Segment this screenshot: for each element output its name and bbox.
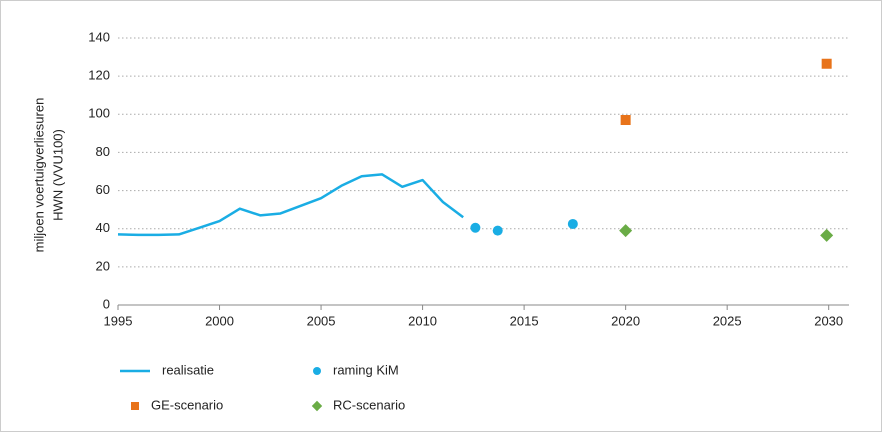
y-tick-label: 60 bbox=[96, 182, 110, 197]
legend-label: GE-scenario bbox=[151, 397, 223, 412]
y-tick-label: 80 bbox=[96, 144, 110, 159]
point bbox=[820, 228, 834, 242]
y-tick-label: 20 bbox=[96, 258, 110, 273]
x-tick-label: 2015 bbox=[510, 313, 539, 328]
legend-marker bbox=[313, 367, 321, 375]
legend-label: RC-scenario bbox=[333, 397, 405, 412]
y-tick-label: 140 bbox=[88, 29, 110, 44]
y-axis-label: HWN (VVU100) bbox=[50, 129, 65, 221]
point bbox=[492, 225, 503, 236]
y-axis-label: miljoen voertuigverliesuren bbox=[31, 98, 46, 253]
x-tick-label: 1995 bbox=[104, 313, 133, 328]
legend-marker bbox=[311, 400, 323, 412]
y-tick-label: 120 bbox=[88, 68, 110, 83]
x-tick-label: 2025 bbox=[713, 313, 742, 328]
x-tick-label: 2020 bbox=[611, 313, 640, 328]
y-tick-label: 100 bbox=[88, 106, 110, 121]
x-tick-label: 2005 bbox=[307, 313, 336, 328]
point bbox=[620, 115, 631, 126]
point bbox=[619, 224, 633, 238]
point bbox=[821, 58, 832, 69]
legend-label: realisatie bbox=[162, 362, 214, 377]
x-tick-label: 2000 bbox=[205, 313, 234, 328]
legend-label: raming KiM bbox=[333, 362, 399, 377]
legend-marker bbox=[131, 402, 139, 410]
y-tick-label: 0 bbox=[103, 296, 110, 311]
point bbox=[470, 222, 481, 233]
y-tick-label: 40 bbox=[96, 220, 110, 235]
x-tick-label: 2030 bbox=[814, 313, 843, 328]
data-line bbox=[117, 173, 464, 237]
x-tick-label: 2010 bbox=[408, 313, 437, 328]
point bbox=[567, 218, 578, 229]
